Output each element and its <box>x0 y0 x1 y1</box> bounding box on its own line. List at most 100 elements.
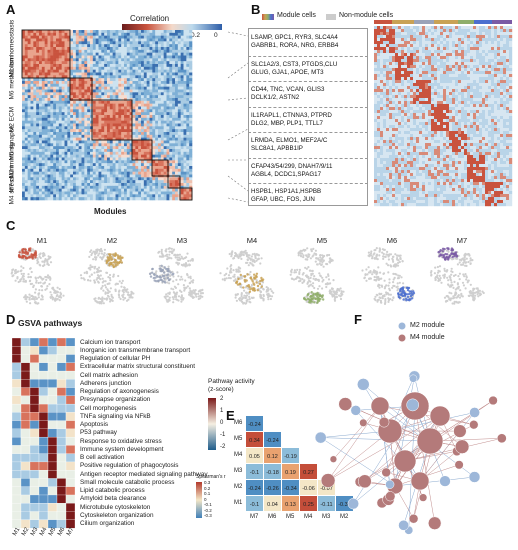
heatmap-cell <box>404 77 408 81</box>
correlation-cell <box>81 146 85 150</box>
correlation-cell <box>175 154 179 158</box>
correlation-cell <box>22 49 26 53</box>
correlation-cell <box>95 134 99 138</box>
correlation-cell <box>98 154 102 158</box>
correlation-cell <box>98 183 102 187</box>
correlation-cell <box>84 55 88 59</box>
correlation-cell <box>115 151 119 155</box>
correlation-cell <box>78 168 82 172</box>
heatmap-cell <box>437 98 441 102</box>
heatmap-cell <box>437 53 441 57</box>
correlation-cell <box>183 120 187 124</box>
correlation-cell <box>138 171 142 175</box>
correlation-cell <box>24 41 28 45</box>
heatmap-cell <box>458 89 462 93</box>
heatmap-cell <box>404 92 408 96</box>
correlation-cell <box>183 75 187 79</box>
heatmap-cell <box>446 101 450 105</box>
correlation-cell <box>169 95 173 99</box>
correlation-cell <box>53 134 57 138</box>
correlation-cell <box>132 149 136 153</box>
correlation-cell <box>166 69 170 73</box>
correlation-cell <box>33 92 37 96</box>
correlation-cell <box>177 177 181 181</box>
correlation-cell <box>135 81 139 85</box>
correlation-cell <box>138 72 142 76</box>
correlation-cell <box>101 149 105 153</box>
correlation-cell <box>81 166 85 170</box>
correlation-cell <box>115 58 119 62</box>
correlation-cell <box>36 137 40 141</box>
correlation-cell <box>47 98 51 102</box>
correlation-cell <box>98 188 102 192</box>
heatmap-cell <box>425 71 429 75</box>
correlation-cell <box>163 100 167 104</box>
correlation-cell <box>132 75 136 79</box>
correlation-cell <box>160 69 164 73</box>
heatmap-cell <box>380 104 384 108</box>
correlation-cell <box>22 106 26 110</box>
correlation-cell <box>124 61 128 65</box>
correlation-cell <box>50 132 54 136</box>
correlation-cell <box>135 180 139 184</box>
correlation-cell <box>27 117 31 121</box>
correlation-cell <box>95 95 99 99</box>
correlation-cell <box>92 137 96 141</box>
correlation-cell <box>163 137 167 141</box>
correlation-cell <box>138 126 142 130</box>
heatmap-cell <box>425 104 429 108</box>
correlation-cell <box>149 137 153 141</box>
correlation-cell <box>175 41 179 45</box>
correlation-cell <box>175 149 179 153</box>
correlation-cell <box>160 47 164 51</box>
correlation-cell <box>189 140 193 144</box>
correlation-cell <box>132 117 136 121</box>
heatmap-cell <box>455 41 459 45</box>
correlation-cell <box>73 44 77 48</box>
heatmap-cell <box>389 41 393 45</box>
correlation-cell <box>189 61 193 65</box>
correlation-cell <box>141 100 145 104</box>
correlation-cell <box>149 143 153 147</box>
heatmap-cell <box>488 35 492 39</box>
correlation-cell <box>98 92 102 96</box>
correlation-cell <box>61 174 65 178</box>
gene-group-2: SLC1A2/3, CST3, PTGDS,CLU GLUG, GJA1, APO… <box>248 55 368 81</box>
correlation-cell <box>172 72 176 76</box>
correlation-cell <box>44 194 48 198</box>
correlation-cell <box>24 32 28 36</box>
correlation-cell <box>118 83 122 87</box>
correlation-cell <box>50 35 54 39</box>
correlation-cell <box>27 75 31 79</box>
heatmap-cell <box>431 95 435 99</box>
correlation-cell <box>64 143 68 147</box>
correlation-cell <box>39 134 43 138</box>
correlation-cell <box>172 81 176 85</box>
correlation-cell <box>104 61 108 65</box>
correlation-cell <box>44 183 48 187</box>
correlation-cell <box>138 160 142 164</box>
heatmap-cell <box>440 41 444 45</box>
heatmap-cell <box>428 29 432 33</box>
correlation-cell <box>172 132 176 136</box>
correlation-cell <box>87 41 91 45</box>
correlation-cell <box>95 32 99 36</box>
correlation-cell <box>158 64 162 68</box>
correlation-cell <box>24 183 28 187</box>
correlation-cell <box>36 86 40 90</box>
correlation-cell <box>58 117 62 121</box>
heatmap-cell <box>392 26 396 30</box>
heatmap-cell <box>467 101 471 105</box>
correlation-cell <box>152 163 156 167</box>
correlation-cell <box>58 160 62 164</box>
correlation-cell <box>92 151 96 155</box>
correlation-cell <box>73 75 77 79</box>
heatmap-cell <box>377 86 381 90</box>
non-module-cells-legend: Non-module cells <box>339 12 394 19</box>
heatmap-cell <box>407 110 411 114</box>
heatmap-cell <box>470 110 474 114</box>
module-block <box>91 99 133 141</box>
correlation-cell <box>109 177 113 181</box>
correlation-cell <box>186 149 190 153</box>
correlation-cell <box>92 41 96 45</box>
